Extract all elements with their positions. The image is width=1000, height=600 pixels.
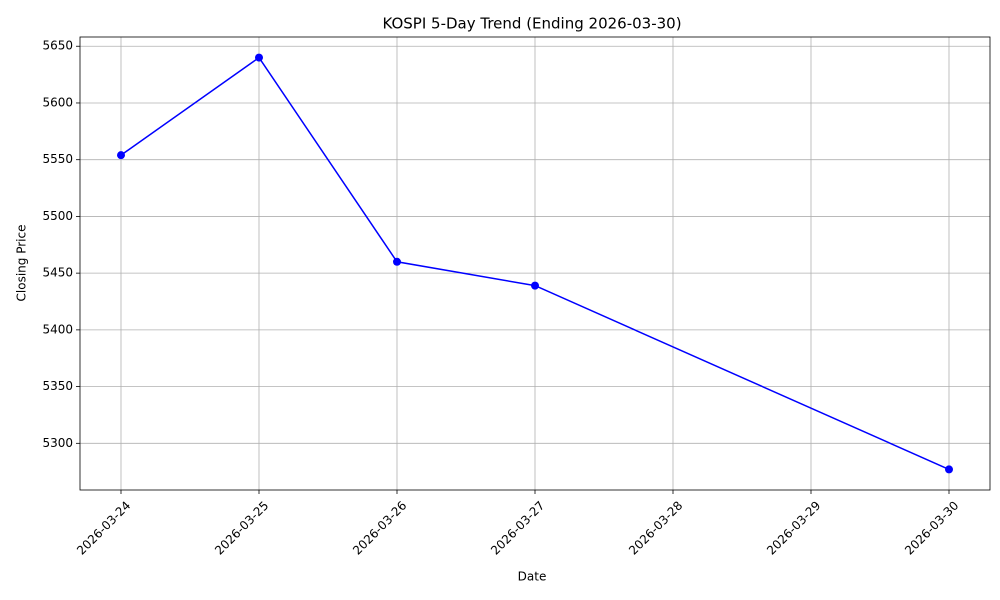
x-tick-label: 2026-03-25 — [212, 498, 271, 557]
plot-frame — [79, 36, 991, 491]
y-tick-label: 5450 — [42, 266, 73, 280]
x-tick-label: 2026-03-24 — [74, 498, 133, 557]
data-point — [117, 151, 125, 160]
y-tick-label: 5400 — [42, 322, 73, 336]
y-tick-label: 5550 — [42, 152, 73, 166]
y-axis-label: Closing Price — [15, 225, 29, 302]
x-tick-label: 2026-03-27 — [488, 498, 547, 557]
y-tick-label: 5300 — [42, 436, 73, 450]
y-tick-label: 5650 — [42, 39, 73, 53]
x-tick-label: 2026-03-28 — [626, 498, 685, 557]
y-tick-label: 5350 — [42, 379, 73, 393]
chart-title: KOSPI 5-Day Trend (Ending 2026-03-30) — [382, 15, 681, 33]
x-tick-label: 2026-03-26 — [350, 498, 409, 557]
x-axis-label: Date — [518, 570, 547, 584]
data-point — [531, 281, 539, 290]
x-tick-label: 2026-03-29 — [764, 498, 823, 557]
y-tick-label: 5600 — [42, 95, 73, 109]
y-tick-label: 5500 — [42, 209, 73, 223]
data-point — [945, 465, 953, 474]
data-point — [393, 257, 401, 266]
data-point — [255, 53, 263, 62]
x-tick-label: 2026-03-30 — [902, 498, 961, 557]
